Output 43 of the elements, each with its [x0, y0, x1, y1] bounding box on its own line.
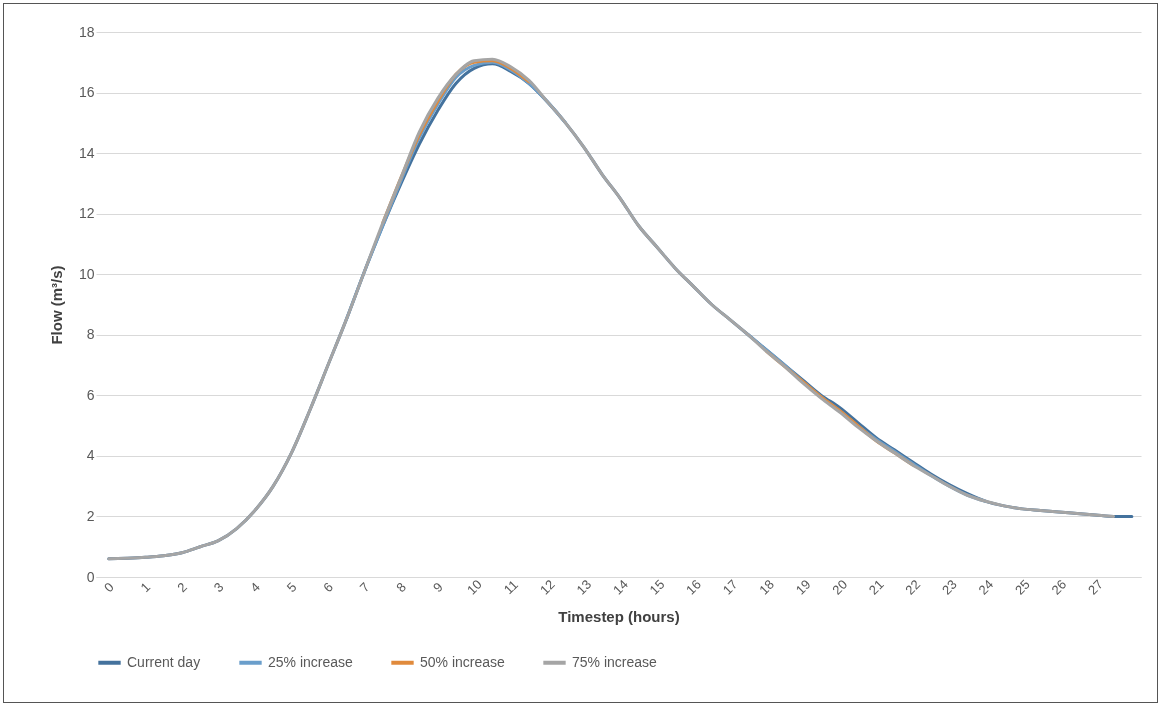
x-tick-label: 16 — [683, 576, 704, 598]
x-tick-label: 8 — [393, 579, 410, 596]
x-tick-label: 20 — [829, 576, 851, 598]
y-axis-title: Flow (m³/s) — [47, 265, 65, 345]
legend-label: 50% increase — [420, 653, 506, 670]
x-tick-label: 27 — [1085, 576, 1106, 598]
x-tick-label: 2 — [174, 579, 190, 596]
x-tick-label: 12 — [536, 576, 558, 598]
y-tick-label: 4 — [86, 447, 95, 464]
x-tick-label: 23 — [938, 576, 960, 598]
x-tick-label: 14 — [610, 576, 631, 598]
legend-label: 25% increase — [268, 653, 354, 670]
x-tick-label: 6 — [320, 579, 337, 596]
x-tick-label: 9 — [429, 579, 446, 596]
x-tick-label: 19 — [792, 576, 814, 598]
y-tick-label: 8 — [86, 326, 95, 343]
y-tick-label: 2 — [86, 507, 95, 524]
x-tick-label: 5 — [283, 579, 300, 596]
x-tick-label: 11 — [500, 577, 521, 598]
x-tick-label: 22 — [902, 576, 924, 598]
x-tick-label: 21 — [865, 576, 887, 598]
y-tick-label: 16 — [78, 84, 95, 101]
legend-label: Current day — [127, 653, 201, 670]
x-tick-label: 1 — [137, 579, 154, 596]
x-tick-label: 26 — [1048, 576, 1070, 598]
x-tick-label: 0 — [101, 579, 117, 596]
x-axis-title: Timestep (hours) — [558, 607, 680, 625]
x-tick-label: 17 — [719, 576, 741, 598]
x-tick-label: 25 — [1011, 576, 1033, 598]
x-tick-label: 3 — [210, 579, 227, 596]
x-tick-label: 13 — [573, 576, 595, 598]
y-tick-label: 18 — [78, 23, 95, 40]
y-tick-label: 6 — [86, 386, 95, 403]
y-tick-label: 10 — [78, 265, 95, 282]
x-tick-label: 18 — [756, 576, 778, 598]
x-tick-label: 24 — [975, 576, 997, 598]
y-tick-label: 14 — [78, 144, 95, 161]
x-tick-label: 7 — [356, 579, 373, 596]
y-tick-label: 12 — [78, 205, 95, 222]
x-tick-label: 15 — [646, 576, 668, 598]
x-tick-label: 10 — [463, 576, 485, 598]
x-tick-label: 4 — [247, 579, 263, 596]
legend-label: 75% increase — [572, 653, 658, 670]
